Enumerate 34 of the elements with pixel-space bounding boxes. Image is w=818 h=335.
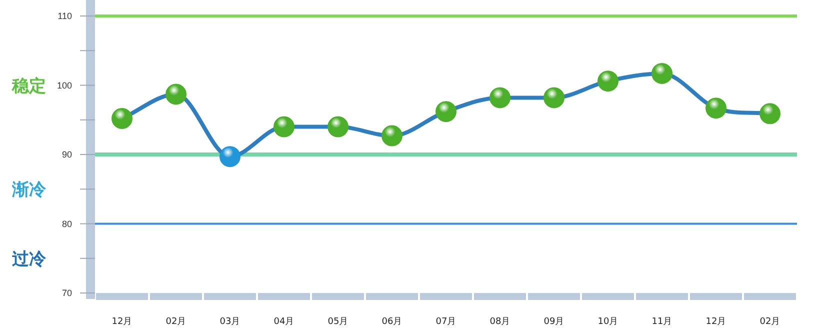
- point: [598, 70, 618, 92]
- point: [166, 84, 186, 105]
- x-tick-label: 12月: [112, 317, 132, 327]
- x-tick-label: 02月: [760, 317, 780, 327]
- point: [436, 101, 456, 122]
- y-tick-label: 110: [58, 11, 72, 21]
- point: [706, 98, 726, 119]
- x-tick-label: 12月: [706, 317, 726, 327]
- text: 稳定: [11, 76, 46, 96]
- x-tick-label: 05月: [328, 317, 348, 327]
- x-tick-label: 06月: [382, 317, 402, 327]
- point: [760, 103, 780, 124]
- point: [652, 62, 672, 84]
- point: [112, 108, 132, 129]
- text: 过冷: [11, 249, 47, 270]
- x-tick-label: 11月: [652, 317, 672, 327]
- text: 渐冷: [11, 180, 47, 200]
- point: [382, 125, 402, 146]
- x-tick-label: 02月: [166, 317, 186, 327]
- x-tick-label: 10月: [598, 317, 618, 327]
- x-tick-label: 08月: [490, 317, 510, 327]
- y-tick-label: 80: [62, 218, 72, 229]
- x-tick-label: 09月: [544, 317, 564, 327]
- point: [328, 116, 348, 138]
- point: [274, 116, 294, 138]
- x-tick-label: 04月: [274, 317, 294, 327]
- x-tick-label: 03月: [220, 317, 240, 327]
- y-tick-label: 70: [62, 288, 72, 298]
- x-tick-label: 07月: [436, 317, 456, 327]
- point: [544, 87, 564, 108]
- y-tick-label: 100: [56, 80, 72, 90]
- point: [490, 87, 510, 108]
- point: [220, 146, 240, 168]
- y-tick-label: 90: [62, 150, 72, 160]
